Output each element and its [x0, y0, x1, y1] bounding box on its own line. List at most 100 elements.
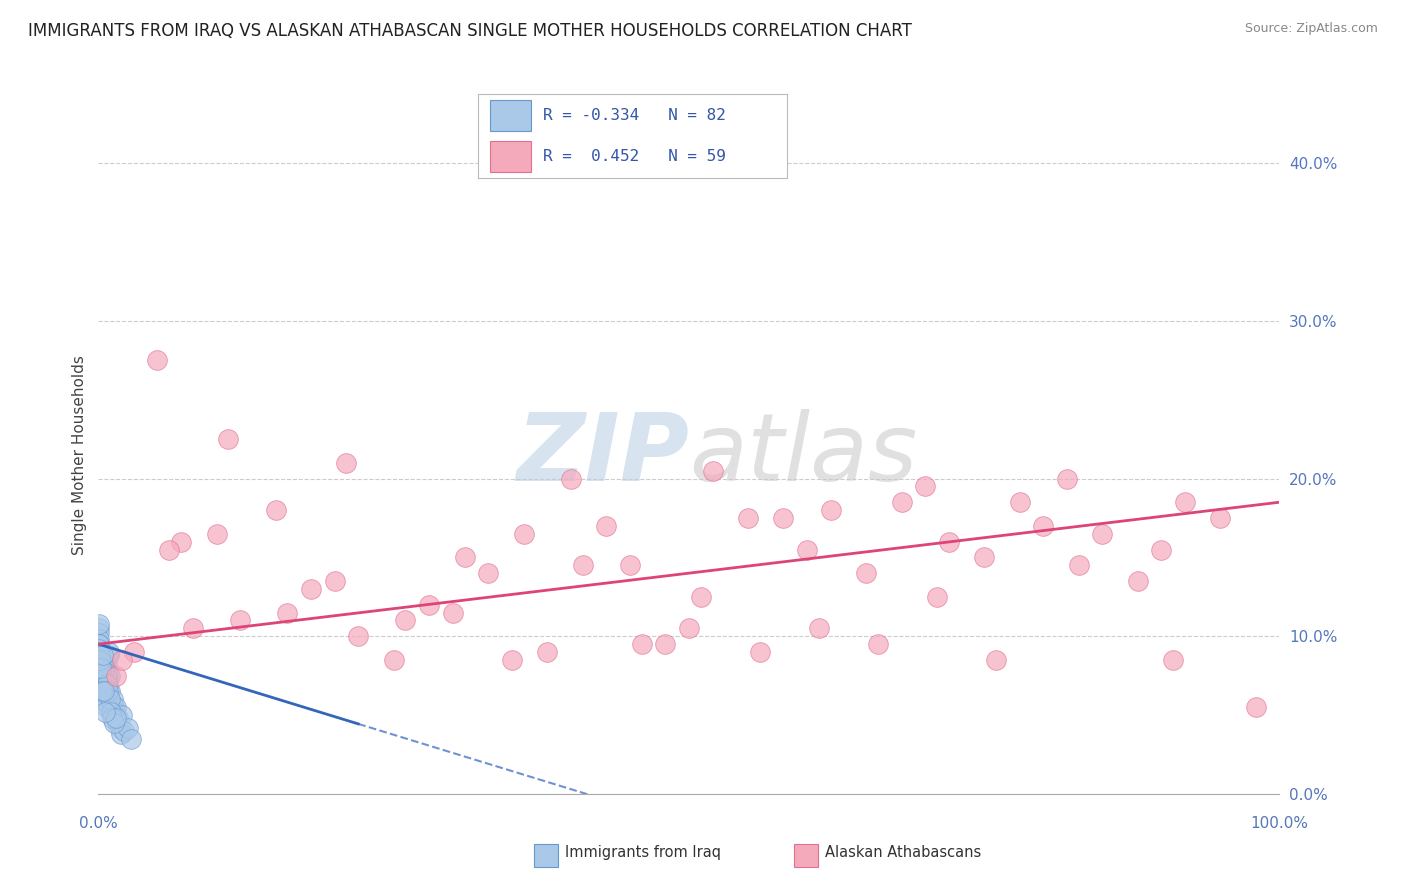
Point — [914, 479, 936, 493]
Point — [264, 503, 287, 517]
Point — [87, 621, 110, 635]
Point — [89, 668, 111, 682]
Point — [181, 621, 204, 635]
Point — [117, 721, 139, 735]
Point — [87, 653, 110, 667]
Point — [1008, 495, 1031, 509]
Point — [217, 432, 239, 446]
Text: 0.0%: 0.0% — [79, 816, 118, 831]
Point — [104, 711, 127, 725]
Text: IMMIGRANTS FROM IRAQ VS ALASKAN ATHABASCAN SINGLE MOTHER HOUSEHOLDS CORRELATION : IMMIGRANTS FROM IRAQ VS ALASKAN ATHABASC… — [28, 22, 912, 40]
Point — [93, 676, 115, 690]
Point — [89, 632, 111, 647]
Point — [382, 653, 405, 667]
Point — [87, 641, 110, 656]
Point — [453, 550, 475, 565]
Point — [121, 731, 143, 746]
Point — [96, 664, 118, 678]
Point — [105, 715, 128, 730]
Bar — [491, 101, 530, 131]
Point — [94, 695, 117, 709]
Point — [689, 590, 711, 604]
Point — [93, 684, 115, 698]
Text: 100.0%: 100.0% — [1250, 816, 1309, 831]
Point — [89, 641, 111, 656]
Point — [103, 700, 125, 714]
Point — [91, 684, 114, 698]
Point — [90, 664, 112, 678]
Point — [796, 542, 818, 557]
Point — [619, 558, 641, 573]
Point — [101, 692, 124, 706]
Point — [89, 664, 111, 678]
Point — [91, 680, 114, 694]
Point — [1032, 519, 1054, 533]
Point — [748, 645, 770, 659]
Point — [94, 689, 117, 703]
Y-axis label: Single Mother Households: Single Mother Households — [72, 355, 87, 555]
Point — [112, 723, 135, 738]
Point — [938, 534, 960, 549]
Text: R =  0.452   N = 59: R = 0.452 N = 59 — [543, 149, 725, 164]
Point — [101, 705, 124, 719]
Point — [93, 668, 115, 682]
Point — [89, 637, 111, 651]
Point — [93, 680, 115, 694]
Point — [94, 705, 117, 719]
Point — [98, 692, 121, 706]
Point — [1209, 511, 1232, 525]
Point — [101, 711, 124, 725]
Point — [630, 637, 652, 651]
Point — [90, 648, 112, 662]
Text: Alaskan Athabascans: Alaskan Athabascans — [825, 845, 981, 860]
Point — [93, 664, 115, 678]
Point — [441, 606, 464, 620]
Point — [93, 657, 115, 672]
Point — [94, 700, 117, 714]
Bar — [491, 141, 530, 171]
Point — [96, 695, 118, 709]
Point — [276, 606, 298, 620]
Point — [89, 653, 111, 667]
Point — [93, 684, 115, 698]
Point — [1091, 526, 1114, 541]
Point — [477, 566, 499, 581]
Point — [807, 621, 830, 635]
Point — [323, 574, 346, 588]
Point — [984, 653, 1007, 667]
Point — [571, 558, 593, 573]
Point — [100, 705, 122, 719]
Point — [100, 700, 122, 714]
Point — [90, 668, 112, 682]
Point — [89, 637, 111, 651]
Point — [1161, 653, 1184, 667]
Point — [501, 653, 523, 667]
Point — [866, 637, 889, 651]
Point — [1126, 574, 1149, 588]
Point — [111, 708, 134, 723]
Point — [855, 566, 877, 581]
Point — [1150, 542, 1173, 557]
Text: R = -0.334   N = 82: R = -0.334 N = 82 — [543, 108, 725, 123]
Point — [299, 582, 322, 596]
Text: ZIP: ZIP — [516, 409, 689, 501]
Point — [90, 661, 112, 675]
Text: Source: ZipAtlas.com: Source: ZipAtlas.com — [1244, 22, 1378, 36]
Point — [103, 708, 125, 723]
Point — [335, 456, 357, 470]
Point — [97, 673, 120, 688]
Point — [394, 614, 416, 628]
Point — [91, 648, 114, 662]
Point — [170, 534, 193, 549]
Point — [654, 637, 676, 651]
Point — [90, 668, 112, 682]
Point — [105, 668, 128, 682]
Point — [94, 676, 117, 690]
Point — [560, 472, 582, 486]
Point — [87, 626, 110, 640]
Point — [96, 676, 118, 690]
Point — [100, 695, 122, 709]
Point — [96, 676, 118, 690]
Point — [973, 550, 995, 565]
Point — [91, 689, 114, 703]
